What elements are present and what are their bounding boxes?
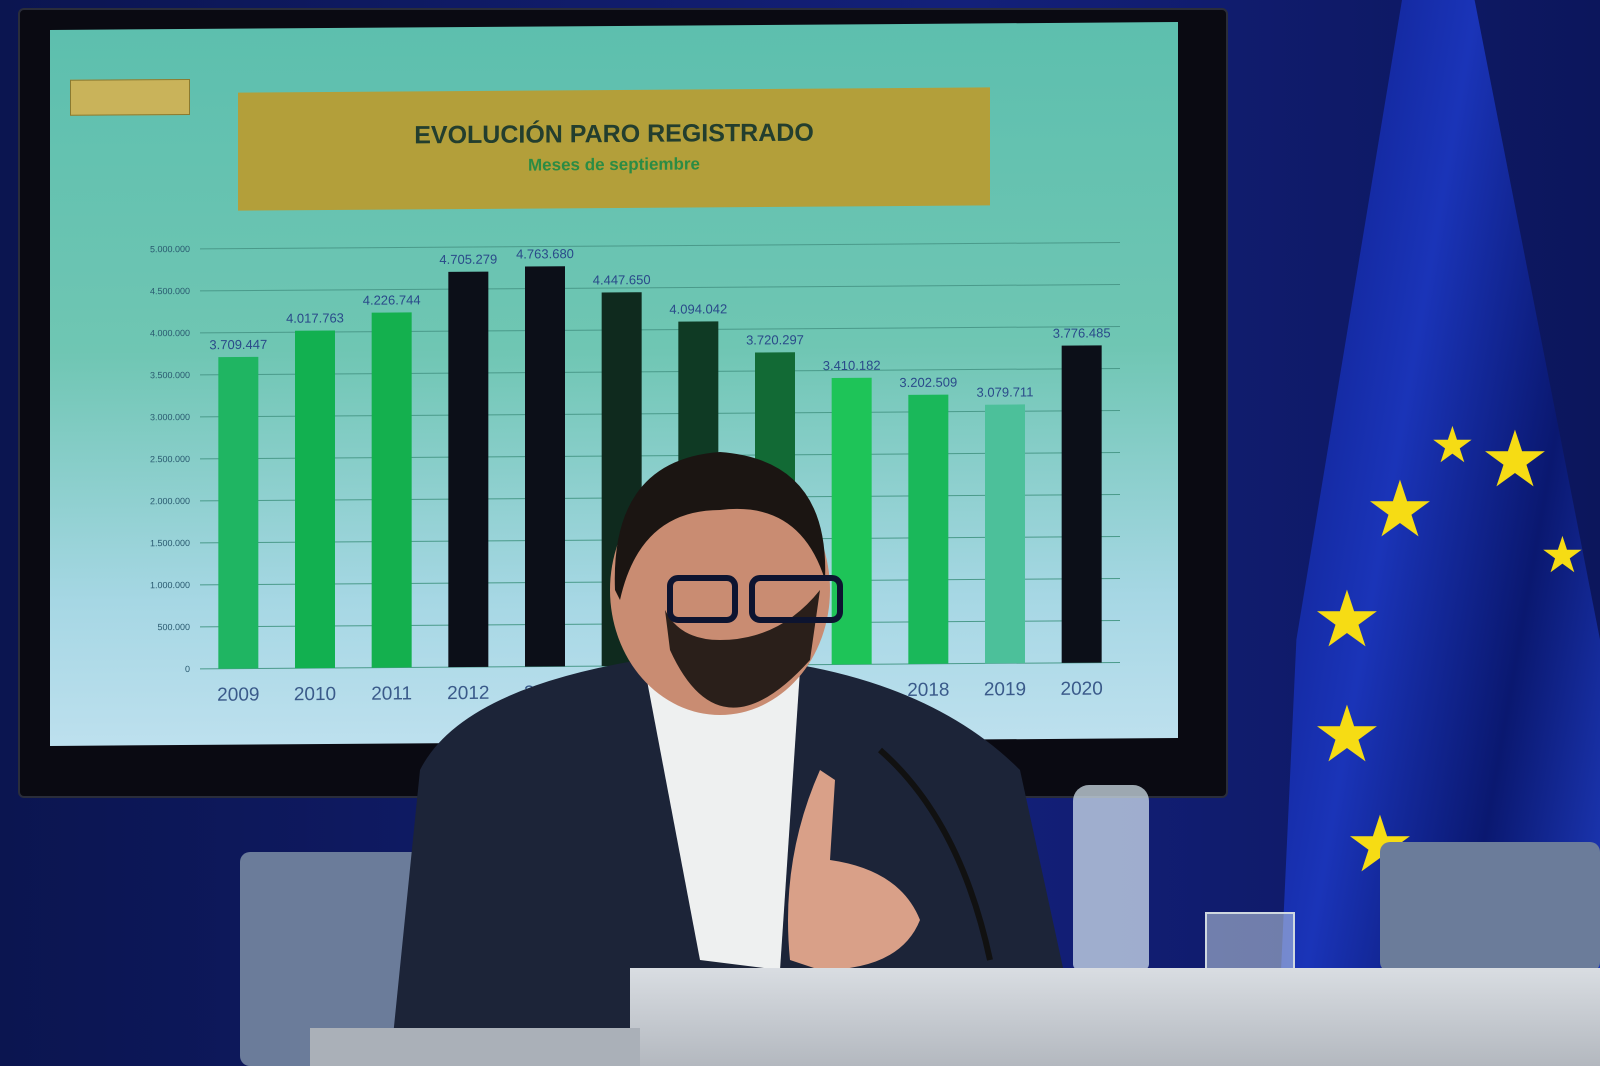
y-tick-label: 2.000.000 [150, 496, 190, 506]
data-label: 4.763.680 [516, 246, 574, 261]
gridline [200, 367, 1120, 376]
y-tick-label: 1.000.000 [150, 580, 190, 590]
gridline [200, 325, 1120, 334]
hand [788, 770, 920, 970]
flag-star: ★ [1312, 690, 1382, 778]
water-bottle [1073, 785, 1149, 970]
y-tick-label: 1.500.000 [150, 538, 190, 548]
shirt [645, 670, 800, 970]
x-tick-label: 2019 [984, 679, 1026, 700]
flag-star: ★ [1365, 465, 1435, 553]
data-label: 4.226.744 [363, 292, 421, 307]
chair [1380, 842, 1600, 972]
data-label: 3.202.509 [899, 375, 957, 390]
slide-banner: EVOLUCIÓN PARO REGISTRADO Meses de septi… [238, 87, 990, 211]
glasses [667, 575, 738, 623]
x-tick-label: 2012 [447, 683, 489, 704]
gridline [200, 283, 1120, 292]
flag-star: ★ [1430, 417, 1475, 473]
bar-2019 [985, 404, 1025, 664]
bar-2013 [525, 266, 565, 667]
data-label: 3.776.485 [1053, 325, 1111, 340]
y-tick-label: 4.500.000 [150, 286, 190, 296]
data-label: 4.705.279 [439, 252, 497, 267]
flag-star: ★ [1480, 415, 1550, 503]
y-tick-label: 3.000.000 [150, 412, 190, 422]
data-label: 3.709.447 [209, 337, 267, 352]
bar-2012 [448, 271, 489, 668]
speaker [390, 452, 1070, 1066]
data-label: 4.094.042 [669, 301, 727, 316]
gridline [200, 409, 1120, 418]
data-label: 3.720.297 [746, 332, 804, 347]
y-tick-label: 3.500.000 [150, 370, 190, 380]
y-tick-label: 500.000 [157, 622, 190, 632]
flag-star: ★ [1540, 527, 1585, 583]
data-label: 3.410.182 [823, 358, 881, 373]
y-tick-label: 5.000.000 [150, 244, 190, 254]
bar-2009 [218, 356, 259, 669]
hair [614, 452, 826, 600]
bar-2011 [371, 312, 412, 668]
x-tick-label: 2011 [371, 683, 412, 704]
x-tick-label: 2009 [217, 684, 259, 705]
slide-title: EVOLUCIÓN PARO REGISTRADO [414, 118, 814, 150]
data-label: 3.079.711 [977, 384, 1034, 399]
y-tick-label: 2.500.000 [150, 454, 190, 464]
microphone [878, 747, 993, 961]
government-logo [70, 78, 190, 116]
x-tick-label: 2010 [294, 684, 336, 705]
y-tick-label: 0 [185, 664, 190, 674]
flag-star: ★ [1312, 575, 1382, 663]
slide-subtitle: Meses de septiembre [528, 154, 700, 175]
x-tick-label: 2018 [907, 680, 949, 701]
desk [630, 968, 1600, 1066]
bar-2020 [1061, 345, 1102, 663]
data-label: 4.017.763 [286, 310, 344, 325]
beard [665, 590, 820, 708]
data-label: 4.447.650 [593, 272, 651, 287]
glass [1205, 912, 1295, 972]
gridline [200, 451, 1120, 460]
bar-2018 [908, 394, 949, 664]
desk [310, 1028, 640, 1066]
x-tick-label: 2020 [1061, 679, 1103, 700]
y-tick-label: 4.000.000 [150, 328, 190, 338]
bar-2010 [295, 330, 335, 669]
gridline [200, 241, 1120, 250]
